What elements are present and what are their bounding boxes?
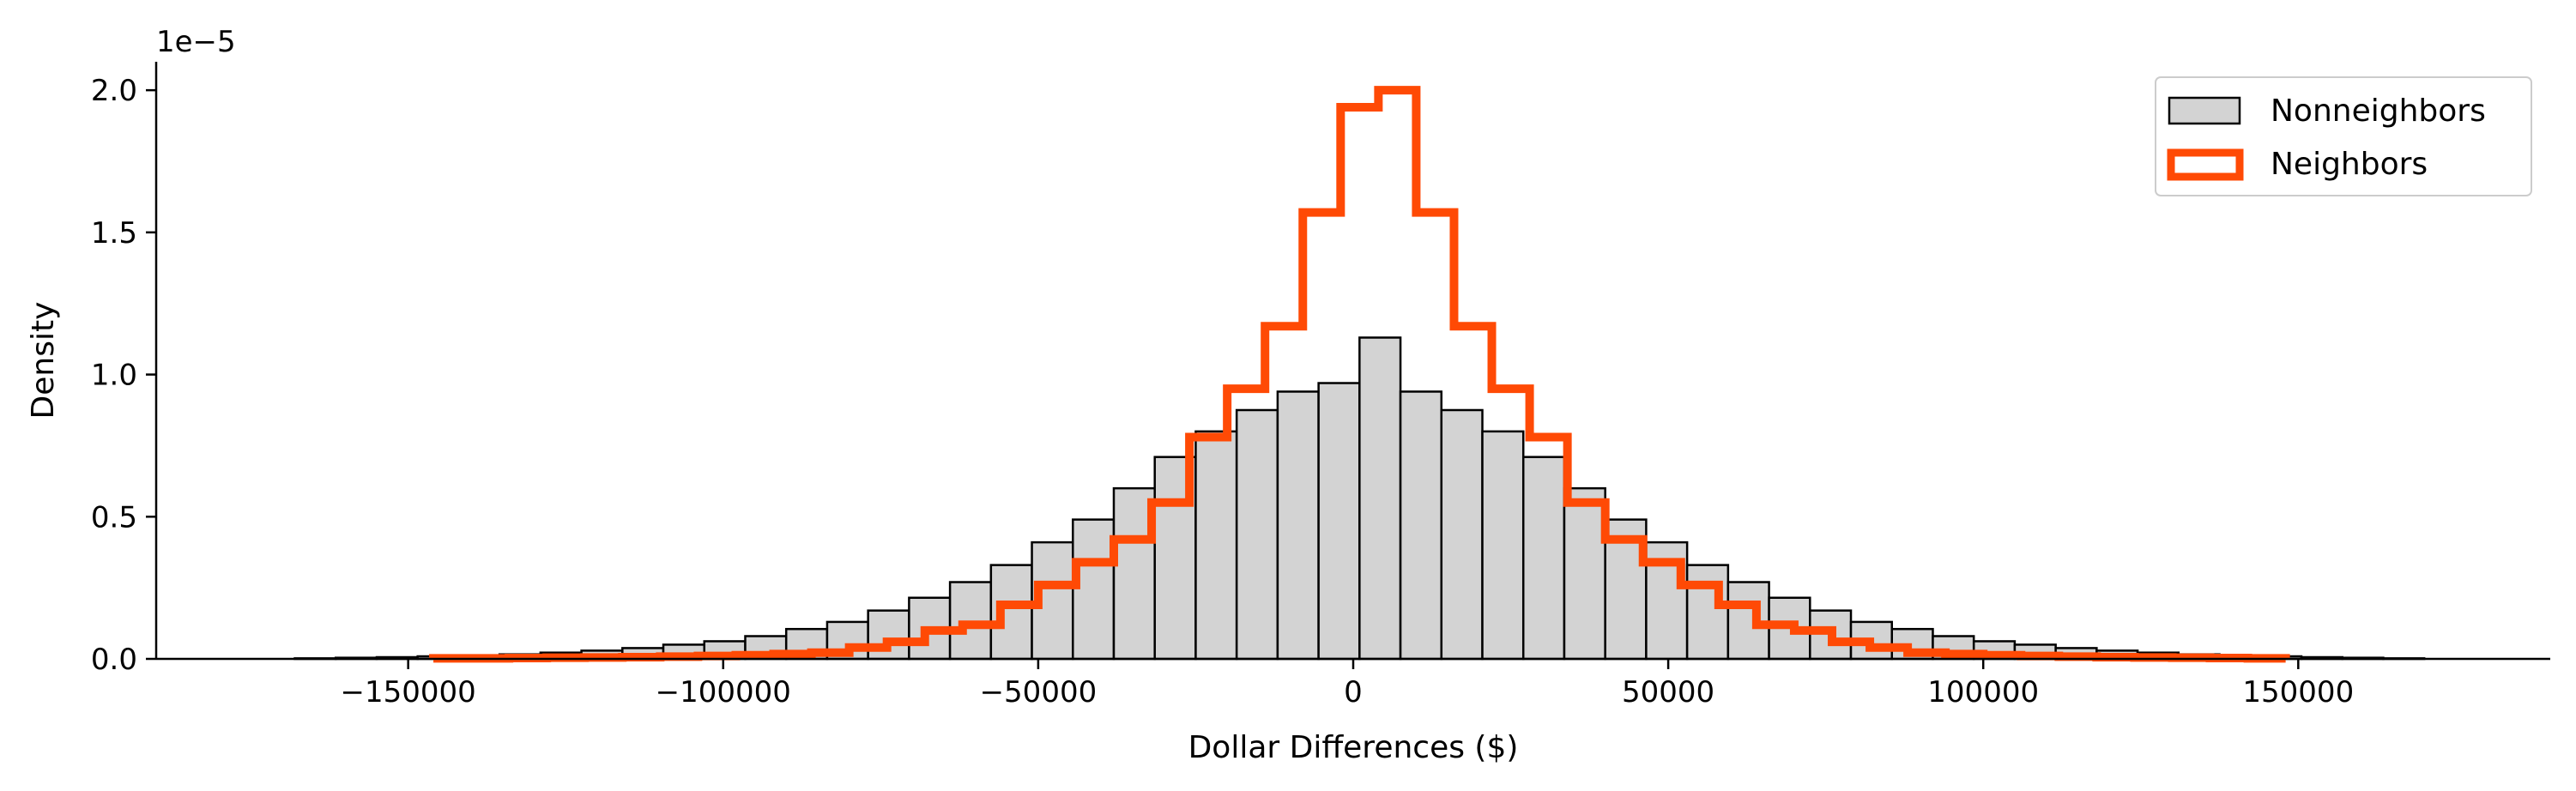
x-tick-label: −100000 xyxy=(656,675,791,709)
bar-nonneighbors xyxy=(1317,382,1361,661)
bar-nonneighbors xyxy=(1521,456,1566,661)
y-tick-label: 1.5 xyxy=(91,216,137,251)
bar-nonneighbors xyxy=(1399,390,1443,661)
step-line-neighbors xyxy=(429,86,2290,663)
x-tick-label: −50000 xyxy=(980,675,1098,709)
y-offset-label: 1e−5 xyxy=(156,25,236,59)
legend-frame xyxy=(2155,76,2532,196)
bar-nonneighbors xyxy=(1358,336,1402,661)
bar-nonneighbors xyxy=(1440,408,1484,661)
y-tick-label: 0.0 xyxy=(91,643,137,677)
y-tick-label: 2.0 xyxy=(91,74,137,108)
y-axis-title: Density xyxy=(26,302,61,420)
x-axis-title: Dollar Differences ($) xyxy=(1188,730,1519,765)
neighbors-step-series xyxy=(429,86,2290,663)
bar-nonneighbors xyxy=(989,564,1033,661)
bar-nonneighbors xyxy=(1276,390,1320,661)
x-tick-label: 50000 xyxy=(1622,675,1714,709)
legend-swatch-neighbors xyxy=(2167,148,2244,181)
x-tick-label: 100000 xyxy=(1927,675,2039,709)
bar-nonneighbors xyxy=(1481,430,1525,661)
bar-nonneighbors xyxy=(1563,486,1606,661)
bar-nonneighbors xyxy=(1685,564,1730,661)
y-tick-label: 1.0 xyxy=(91,359,137,393)
x-tick-label: 150000 xyxy=(2242,675,2354,709)
legend-swatch-nonneighbors xyxy=(2168,96,2241,125)
bar-nonneighbors xyxy=(1235,408,1279,661)
legend-label-nonneighbors: Nonneighbors xyxy=(2271,94,2486,129)
x-tick-label: 0 xyxy=(1344,675,1363,709)
y-tick-label: 0.5 xyxy=(91,500,137,534)
bar-nonneighbors xyxy=(1194,430,1238,661)
nonneighbors-bars xyxy=(293,336,2426,661)
legend-label-neighbors: Neighbors xyxy=(2271,147,2428,182)
y-axis-ticks: 0.0 0.5 1.0 1.5 2.0 xyxy=(91,74,156,677)
legend: Nonneighbors Neighbors xyxy=(2155,76,2532,196)
x-axis-ticks: −150000 −100000 −50000 0 50000 100000 150000 xyxy=(341,659,2354,709)
x-tick-label: −150000 xyxy=(341,675,476,709)
